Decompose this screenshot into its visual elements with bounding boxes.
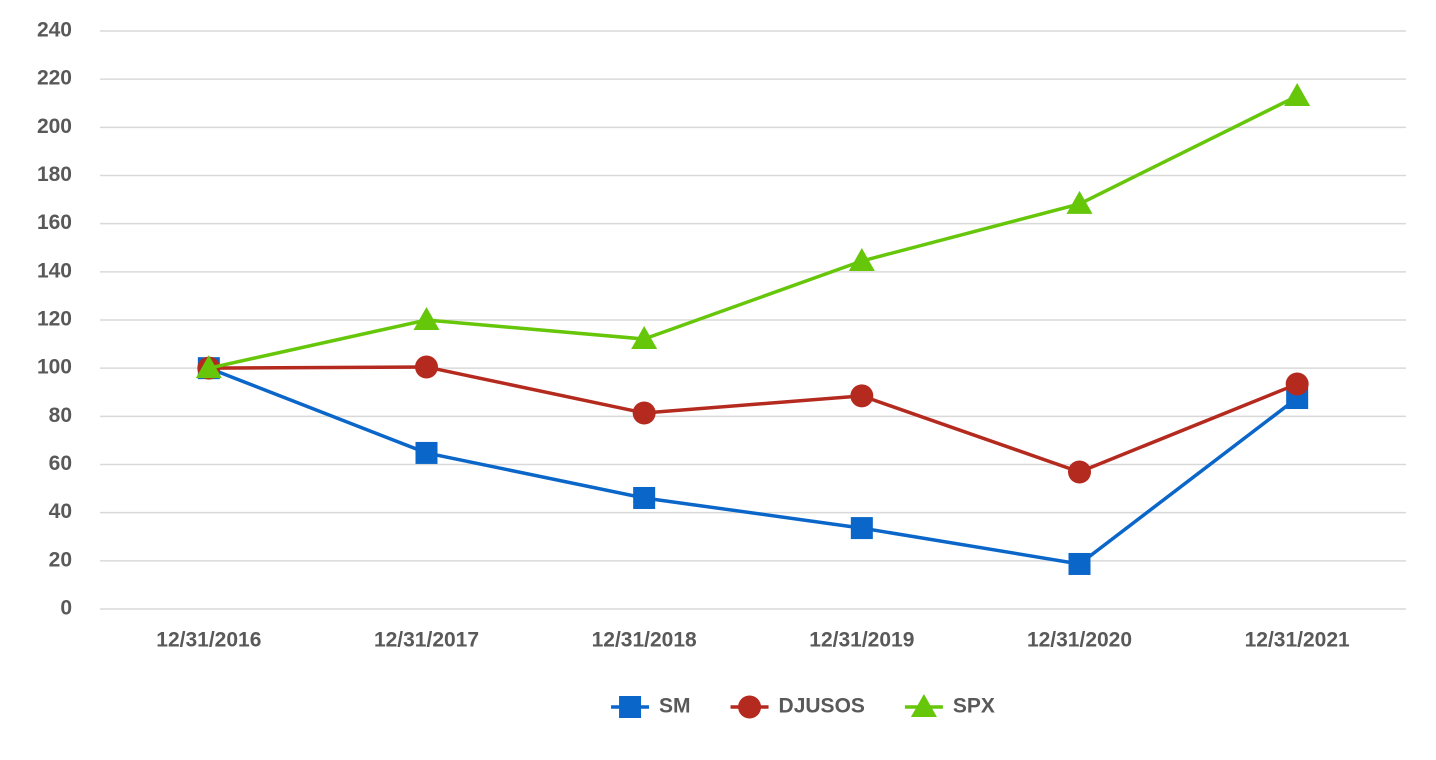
y-tick-label: 0	[60, 597, 72, 620]
series-line	[208, 366, 1299, 566]
data-point	[1068, 552, 1091, 575]
y-tick-label: 20	[49, 548, 72, 571]
legend-marker	[619, 696, 642, 718]
legend-marker	[738, 695, 762, 719]
data-point	[1068, 460, 1091, 484]
x-tick-label: 12/31/2016	[156, 629, 261, 652]
legend-label: DJUSOS	[779, 695, 865, 718]
data-point	[1066, 190, 1093, 214]
y-tick-label: 120	[37, 308, 72, 331]
y-tick-label: 60	[49, 452, 72, 475]
y-tick-label: 240	[37, 19, 72, 42]
x-tick-label: 12/31/2021	[1245, 629, 1350, 652]
data-point	[633, 486, 656, 509]
data-point	[850, 384, 874, 408]
y-tick-label: 200	[37, 115, 72, 138]
y-tick-label: 80	[49, 404, 72, 427]
y-tick-label: 220	[37, 67, 72, 90]
data-point	[631, 326, 658, 350]
data-point	[195, 355, 222, 379]
data-point	[1285, 372, 1309, 396]
data-point	[415, 355, 438, 379]
data-point	[1284, 83, 1311, 107]
y-tick-label: 100	[37, 356, 72, 379]
y-tick-label: 140	[37, 259, 72, 282]
x-tick-label: 12/31/2018	[592, 629, 697, 652]
series-line	[208, 94, 1298, 370]
legend-label: SM	[659, 695, 691, 718]
y-tick-label: 160	[37, 211, 72, 234]
x-tick-label: 12/31/2017	[374, 629, 479, 652]
x-tick-label: 12/31/2019	[809, 629, 914, 652]
y-tick-label: 40	[49, 500, 72, 523]
series-line	[208, 365, 1298, 474]
x-tick-label: 12/31/2020	[1027, 629, 1132, 652]
legend-marker	[910, 694, 937, 717]
data-point	[632, 401, 656, 425]
data-point	[413, 307, 440, 330]
data-point	[415, 441, 438, 464]
legend-label: SPX	[953, 695, 995, 718]
y-tick-label: 180	[37, 163, 72, 186]
data-point	[850, 517, 873, 540]
data-point	[848, 247, 875, 271]
